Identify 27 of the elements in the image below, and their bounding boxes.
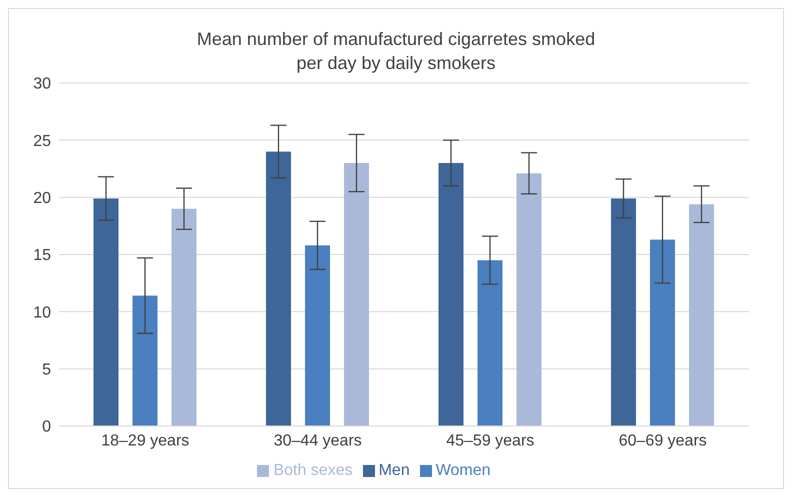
bar: [305, 245, 330, 426]
y-tick-label: 25: [33, 132, 52, 150]
x-tick-label: 45–59 years: [446, 432, 534, 450]
bar: [344, 163, 369, 426]
y-tick-label: 20: [33, 190, 52, 208]
y-tick-label: 10: [33, 304, 52, 322]
bar: [650, 240, 675, 426]
bar: [689, 204, 714, 426]
bar: [266, 152, 291, 426]
legend-label: Both sexes: [273, 462, 353, 479]
bar: [132, 296, 158, 426]
y-tick-label: 30: [33, 76, 52, 93]
x-tick-label: 18–29 years: [101, 432, 190, 450]
legend-label: Women: [436, 462, 491, 479]
bar: [478, 260, 502, 426]
bar: [516, 173, 542, 426]
legend-label: Men: [378, 462, 410, 479]
x-tick-label: 60–69 years: [618, 432, 707, 450]
bar: [172, 208, 196, 426]
bar: [438, 163, 464, 426]
y-tick-label: 5: [42, 362, 52, 379]
x-tick-label: 30–44 years: [274, 432, 362, 450]
bar: [611, 198, 636, 426]
y-tick-label: 0: [42, 418, 52, 436]
bar: [94, 198, 118, 426]
y-tick-label: 15: [33, 247, 52, 264]
chart-title: Mean number of manufactured cigarretes smoked per day by daily smokers: [196, 28, 596, 75]
